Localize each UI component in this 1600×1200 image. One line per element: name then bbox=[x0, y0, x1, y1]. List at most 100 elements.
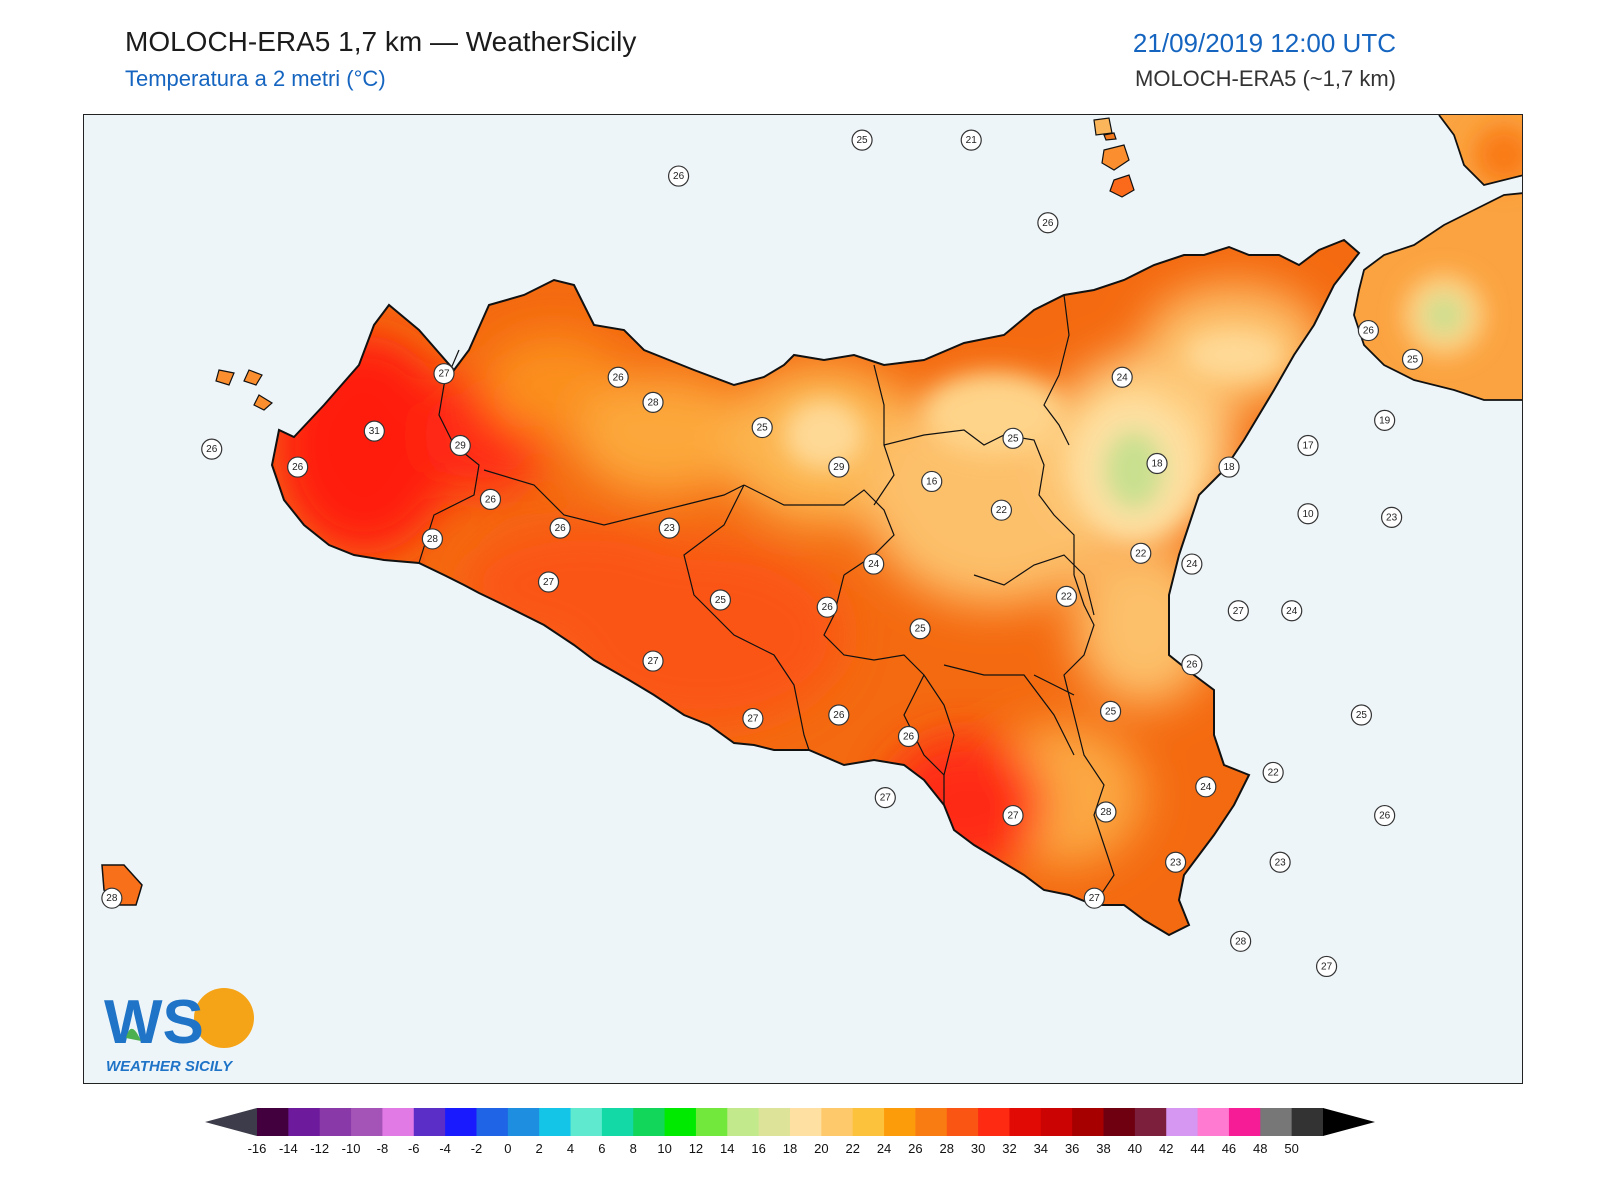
station-value: 25 bbox=[1007, 433, 1019, 444]
station-circle bbox=[549, 517, 571, 539]
colorbar-tick-label: 14 bbox=[720, 1141, 734, 1156]
colorbar-swatch bbox=[413, 1108, 446, 1136]
station-circle bbox=[607, 366, 629, 388]
colorbar-tick-label: 50 bbox=[1284, 1141, 1298, 1156]
station-circle bbox=[642, 391, 664, 414]
colorbar-tick-label: -14 bbox=[279, 1141, 298, 1156]
station-value: 27 bbox=[1233, 606, 1245, 617]
station-value: 27 bbox=[1089, 893, 1101, 904]
station-value: 26 bbox=[1042, 218, 1054, 229]
station-circle bbox=[667, 165, 690, 187]
station-circle bbox=[709, 589, 731, 611]
station-value: 24 bbox=[1186, 559, 1198, 570]
station-marker: 25 bbox=[909, 618, 931, 640]
station-marker: 28 bbox=[1095, 801, 1117, 823]
station-value: 25 bbox=[715, 595, 727, 606]
colorbar-tick-label: 34 bbox=[1034, 1141, 1048, 1156]
station-marker: 22 bbox=[1130, 542, 1152, 564]
colorbar-tick-label: -16 bbox=[248, 1141, 267, 1156]
station-marker: 25 bbox=[851, 129, 873, 151]
colorbar-swatch bbox=[1228, 1108, 1261, 1136]
station-value: 29 bbox=[455, 441, 467, 452]
station-circle bbox=[816, 596, 838, 618]
station-circle bbox=[897, 725, 920, 748]
colorbar-swatch bbox=[351, 1108, 383, 1136]
station-circle bbox=[1083, 887, 1105, 909]
station-marker: 10 bbox=[1297, 503, 1319, 525]
colorbar-swatch bbox=[852, 1108, 885, 1136]
station-circle bbox=[1111, 366, 1133, 388]
station-marker: 22 bbox=[1055, 585, 1078, 608]
station-marker: 26 bbox=[201, 438, 223, 460]
station-marker: 26 bbox=[667, 165, 690, 187]
station-value: 26 bbox=[1363, 326, 1375, 337]
station-value: 29 bbox=[833, 462, 845, 473]
colorbar-swatch bbox=[946, 1108, 979, 1136]
station-marker: 18 bbox=[1218, 456, 1240, 478]
station-circle bbox=[1281, 600, 1303, 622]
station-value: 25 bbox=[1407, 354, 1419, 365]
colorbar-swatch bbox=[884, 1108, 916, 1136]
map-title: MOLOCH-ERA5 1,7 km — WeatherSicily bbox=[125, 26, 637, 57]
colorbar-tick-label: 42 bbox=[1159, 1141, 1173, 1156]
valid-datetime: 21/09/2019 12:00 UTC bbox=[1132, 28, 1396, 58]
colorbar-tick-label: 32 bbox=[1002, 1141, 1016, 1156]
station-marker: 27 bbox=[642, 650, 664, 672]
station-value: 26 bbox=[903, 732, 915, 743]
station-value: 26 bbox=[613, 372, 625, 383]
station-value: 25 bbox=[915, 624, 927, 635]
colorbar-tick-label: 18 bbox=[783, 1141, 797, 1156]
station-marker: 28 bbox=[421, 528, 443, 550]
colorbar-tick-label: 22 bbox=[845, 1141, 859, 1156]
station-circle bbox=[851, 129, 873, 151]
colorbar-swatch bbox=[727, 1108, 760, 1136]
station-value: 26 bbox=[822, 602, 834, 613]
station-marker: 27 bbox=[537, 571, 560, 593]
province-boundaries bbox=[418, 294, 1115, 906]
station-marker: 17 bbox=[1297, 434, 1319, 457]
colorbar-tick-label: 24 bbox=[877, 1141, 891, 1156]
station-value: 27 bbox=[1007, 811, 1019, 822]
colorbar-swatch bbox=[319, 1108, 352, 1136]
colorbar-tick-label: 16 bbox=[751, 1141, 765, 1156]
station-value: 26 bbox=[673, 171, 685, 182]
station-marker: 25 bbox=[1350, 704, 1373, 726]
station-value: 26 bbox=[292, 462, 304, 473]
station-value: 25 bbox=[1356, 710, 1368, 721]
colorbar-tick-label: -2 bbox=[471, 1141, 483, 1156]
station-circle bbox=[1099, 700, 1122, 722]
station-marker: 24 bbox=[1281, 600, 1303, 622]
station-value: 18 bbox=[1223, 462, 1235, 473]
station-circle bbox=[1297, 434, 1319, 457]
colorbar-tick-label: 38 bbox=[1096, 1141, 1110, 1156]
station-circle bbox=[101, 887, 123, 909]
colorbar-tick-label: -12 bbox=[310, 1141, 329, 1156]
colorbar-swatch bbox=[758, 1108, 791, 1136]
station-circle bbox=[1055, 585, 1078, 608]
colorbar-swatch bbox=[1291, 1108, 1324, 1136]
station-circle bbox=[1181, 553, 1203, 575]
colorbar-tick-label: 48 bbox=[1253, 1141, 1267, 1156]
colorbar-tick-label: -8 bbox=[377, 1141, 389, 1156]
colorbar-swatch bbox=[1260, 1108, 1293, 1136]
station-marker: 23 bbox=[1381, 506, 1403, 528]
station-marker: 25 bbox=[709, 589, 731, 611]
colorbar-tick-label: 0 bbox=[504, 1141, 511, 1156]
station-marker: 28 bbox=[642, 391, 664, 414]
station-value: 22 bbox=[1135, 548, 1147, 559]
station-marker: 26 bbox=[1181, 654, 1203, 676]
station-value: 23 bbox=[1386, 512, 1398, 523]
station-marker: 22 bbox=[1262, 761, 1284, 784]
colorbar-tick-label: 28 bbox=[940, 1141, 954, 1156]
colorbar-swatches bbox=[205, 1108, 1375, 1136]
station-value: 26 bbox=[833, 710, 845, 721]
station-value: 27 bbox=[647, 656, 659, 667]
station-value: 22 bbox=[1061, 591, 1073, 602]
logo-name: WEATHER SICILY bbox=[106, 1058, 234, 1075]
station-circle bbox=[1297, 503, 1319, 525]
station-marker: 27 bbox=[742, 707, 764, 730]
colorbar-swatch bbox=[1166, 1108, 1199, 1136]
station-marker: 27 bbox=[1002, 804, 1024, 827]
station-marker: 28 bbox=[1230, 930, 1252, 952]
station-marker: 25 bbox=[1401, 348, 1424, 370]
